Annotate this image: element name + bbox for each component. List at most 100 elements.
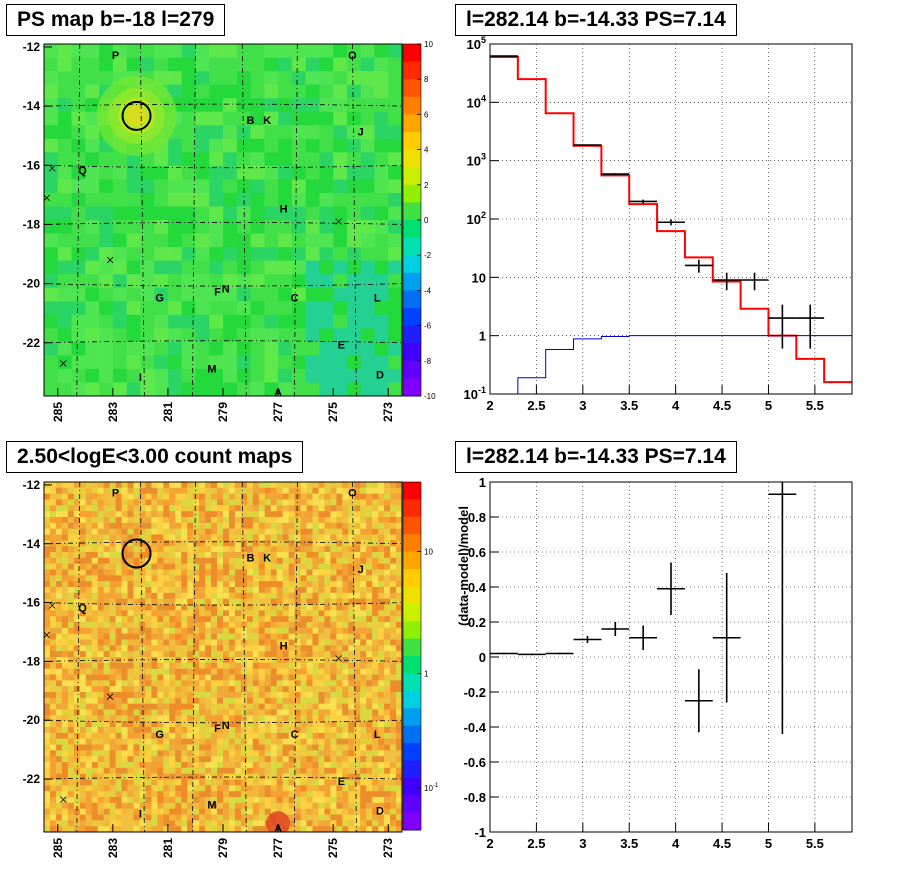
residual-y-tick-label: -0.8: [464, 790, 486, 805]
count-source-marker: [43, 631, 51, 639]
spectrum-chart: 2 2.5 3 3.5 4 4.5 5 5.5: [486, 43, 853, 413]
ps-grid-lines: [44, 44, 402, 396]
residual-x-tick-label: 3: [579, 836, 586, 851]
ps-x-tick-label: 285: [51, 402, 65, 422]
count-map-title: 2.50<logE<3.00 count maps: [6, 441, 304, 473]
ps-source-label: N: [222, 283, 230, 295]
ps-source-label: P: [112, 50, 119, 62]
count-colorbar: 10 1 10-1: [402, 481, 439, 831]
ps-colorbar-label: -4: [424, 286, 432, 295]
ps-y-tick-label: -16: [23, 158, 41, 172]
count-source-label: O: [348, 488, 357, 500]
count-source-label: K: [263, 552, 271, 564]
count-source-label: J: [358, 564, 364, 576]
count-source-label: H: [280, 641, 288, 653]
residual-x-tick-label: 3.5: [620, 836, 638, 851]
residual-plot-area: [490, 482, 797, 734]
ps-source-label: M: [207, 363, 216, 375]
ps-heatmap-cells: [44, 44, 402, 396]
ps-source-label: I: [139, 372, 142, 384]
count-source-marker: [59, 796, 67, 803]
residual-y-tick-label: -1: [474, 825, 486, 840]
ps-colorbar: 10 8 6 4 2 0 -2 -4 -6 -8 -10: [402, 40, 436, 401]
ps-source-label: F: [214, 286, 221, 298]
count-source-label: G: [155, 729, 164, 741]
ps-source-label: J: [358, 127, 364, 139]
ps-y-tick-label: -18: [23, 217, 41, 231]
spectrum-grid: [490, 43, 852, 394]
ps-source-label: G: [155, 292, 164, 304]
count-map-area: POBKJQHGFNCLEMIDA285283281279277275273-1…: [23, 478, 403, 858]
ps-source-label: Q: [78, 165, 87, 177]
count-x-tick-label: 279: [216, 838, 230, 858]
count-source-label: L: [374, 729, 381, 741]
residual-y-tick-label: 0.4: [468, 580, 487, 595]
residual-y-tick-label: -0.2: [464, 685, 486, 700]
ps-x-tick-label: 283: [106, 402, 120, 422]
ps-x-tick-label: 277: [271, 402, 285, 422]
ps-source-label: D: [376, 369, 384, 381]
ps-y-tick-label: -14: [23, 99, 41, 113]
ps-source-marker: [106, 256, 114, 264]
ps-source-marker: [43, 194, 51, 202]
ps-source-label: L: [374, 292, 381, 304]
count-source-label: C: [291, 729, 299, 741]
ps-source-marker: [48, 164, 56, 172]
residual-y-tick-label: 0.8: [468, 510, 486, 525]
count-heatmap-cells: [44, 482, 402, 832]
count-source-label: P: [112, 488, 119, 500]
ps-model-histogram: [517, 335, 852, 394]
ps-x-tick-label: 275: [326, 402, 340, 422]
spectrum-y-tick-label: 10-1: [464, 385, 486, 402]
count-y-tick-label: -16: [23, 596, 41, 610]
ps-y-tick-label: -20: [23, 277, 41, 291]
residual-x-tick-label: 4: [672, 836, 680, 851]
count-colorbar-label: 10: [424, 548, 433, 557]
count-colorbar-label: 1: [424, 669, 429, 678]
spectrum-title: l=282.14 b=-14.33 PS=7.14: [455, 4, 737, 36]
ps-colorbar-label: 2: [424, 181, 429, 190]
spectrum-x-tick-label: 2: [486, 398, 493, 413]
spectrum-x-tick-label: 2.5: [527, 398, 545, 413]
residual-y-tick-label: 0.6: [468, 545, 486, 560]
spectrum-x-tick-label: 5: [765, 398, 772, 413]
count-source-marker: [48, 602, 56, 609]
residual-x-tick-label: 2.5: [527, 836, 545, 851]
count-grid-lines: [44, 482, 402, 832]
count-y-tick-label: -14: [23, 537, 41, 551]
ps-x-tick-label: 279: [216, 402, 230, 422]
ps-colorbar-label: 8: [424, 75, 429, 84]
count-source-marker: [335, 655, 342, 662]
count-y-tick-label: -20: [23, 713, 41, 727]
ps-colorbar-label: -2: [424, 251, 432, 260]
spectrum-x-tick-label: 5.5: [806, 398, 824, 413]
ps-source-marker: [335, 218, 342, 225]
count-source-label: F: [214, 723, 221, 735]
residual-x-tick-label: 4.5: [713, 836, 731, 851]
count-source-circle: [121, 538, 152, 569]
ps-source-marker: [59, 360, 67, 367]
ps-x-tick-label: 273: [381, 402, 395, 422]
count-source-label: E: [338, 776, 345, 788]
ps-y-tick-label: -12: [23, 40, 41, 54]
residual-x-tick-label: 2: [486, 836, 493, 851]
ps-source-label: B: [247, 115, 255, 127]
count-x-tick-label: 283: [106, 838, 120, 858]
ps-map-title: PS map b=-18 l=279: [6, 4, 226, 36]
spectrum-y-tick-label: 10: [472, 270, 486, 285]
count-source-label: Q: [78, 602, 87, 614]
count-x-tick-label: 275: [326, 838, 340, 858]
residual-y-tick-label: -0.4: [464, 720, 487, 735]
residual-y-tick-label: 1: [479, 475, 486, 490]
ps-colorbar-label: 4: [424, 146, 429, 155]
count-y-tick-label: -12: [23, 478, 41, 492]
residual-x-tick-label: 5.5: [806, 836, 824, 851]
spectrum-x-tick-label: 4.5: [713, 398, 731, 413]
residual-x-tick-label: 5: [765, 836, 772, 851]
residual-y-tick-label: -0.6: [464, 755, 486, 770]
count-x-tick-label: 273: [381, 838, 395, 858]
residual-chart: 2 2.5 3 3.5 4 4.5 5 5.5 1 0.8 0.6 0.4 0.2 0 -0.2 -0.4 -0…: [456, 475, 853, 851]
spectrum-y-tick-label: 105: [467, 35, 486, 52]
count-x-tick-label: 281: [161, 838, 175, 858]
